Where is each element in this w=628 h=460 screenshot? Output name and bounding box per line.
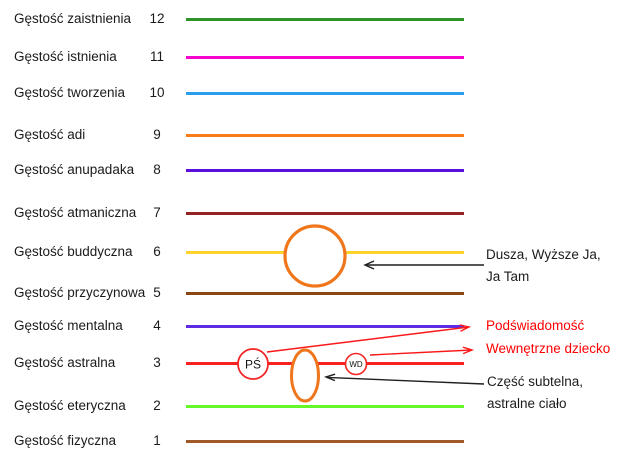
wd-circle-label: WD [349,360,363,369]
density-label: Gęstość zaistnienia [14,11,132,26]
density-line [186,325,464,328]
ps-circle [237,348,269,380]
density-line [186,134,464,137]
density-number: 12 [149,11,165,26]
density-line [186,169,464,172]
density-line [186,362,464,365]
density-label: Gęstość astralna [14,355,116,370]
density-line [186,405,464,408]
density-number: 9 [153,127,161,142]
density-label: Gęstość tworzenia [14,85,126,100]
density-label: Gęstość atmaniczna [14,205,137,220]
density-line [186,18,464,21]
density-number: 4 [153,318,161,333]
wd-circle [344,352,368,376]
inner-child-arrow [369,346,475,356]
annotation-subconscious: Podświadomość [486,318,585,333]
density-line [186,292,464,295]
subconscious-arrow [266,324,472,353]
density-number: 8 [153,162,161,177]
density-number: 7 [153,205,161,220]
annotation-subtle-line2: astralne ciało [487,396,567,411]
density-label: Gęstość adi [14,127,86,142]
density-line [186,92,464,95]
density-label: Gęstość anupadaka [14,162,135,177]
density-label: Gęstość buddyczna [14,244,133,259]
density-number: 11 [149,49,164,64]
density-number: 2 [153,398,161,413]
annotation-inner-child: Wewnętrzne dziecko [486,341,611,356]
density-number: 5 [153,285,161,300]
density-line [186,440,464,443]
annotation-soul-line2: Ja Tam [486,269,530,284]
density-number: 10 [149,85,165,100]
density-line [186,212,464,215]
annotation-subtle-line1: Część subtelna, [487,374,584,389]
soul-circle [283,224,347,288]
annotation-subtle-part: Część subtelna, astralne ciało [487,371,583,415]
density-label: Gęstość eteryczna [14,398,126,413]
density-number: 1 [153,433,161,448]
subtle-arrow [323,373,485,385]
soul-arrow [363,260,484,270]
density-line [186,56,464,59]
density-label: Gęstość przyczynowa [14,285,146,300]
density-label: Gęstość mentalna [14,318,123,333]
density-label: Gęstość fizyczna [14,433,117,448]
density-number: 3 [153,355,161,370]
annotation-soul-line1: Dusza, Wyższe Ja, [486,247,601,262]
density-number: 6 [153,244,161,259]
astral-ellipse [290,348,320,403]
density-label: Gęstość istnienia [14,49,117,64]
ps-circle-label: PŚ [245,357,261,372]
annotation-soul: Dusza, Wyższe Ja, Ja Tam [486,244,601,288]
